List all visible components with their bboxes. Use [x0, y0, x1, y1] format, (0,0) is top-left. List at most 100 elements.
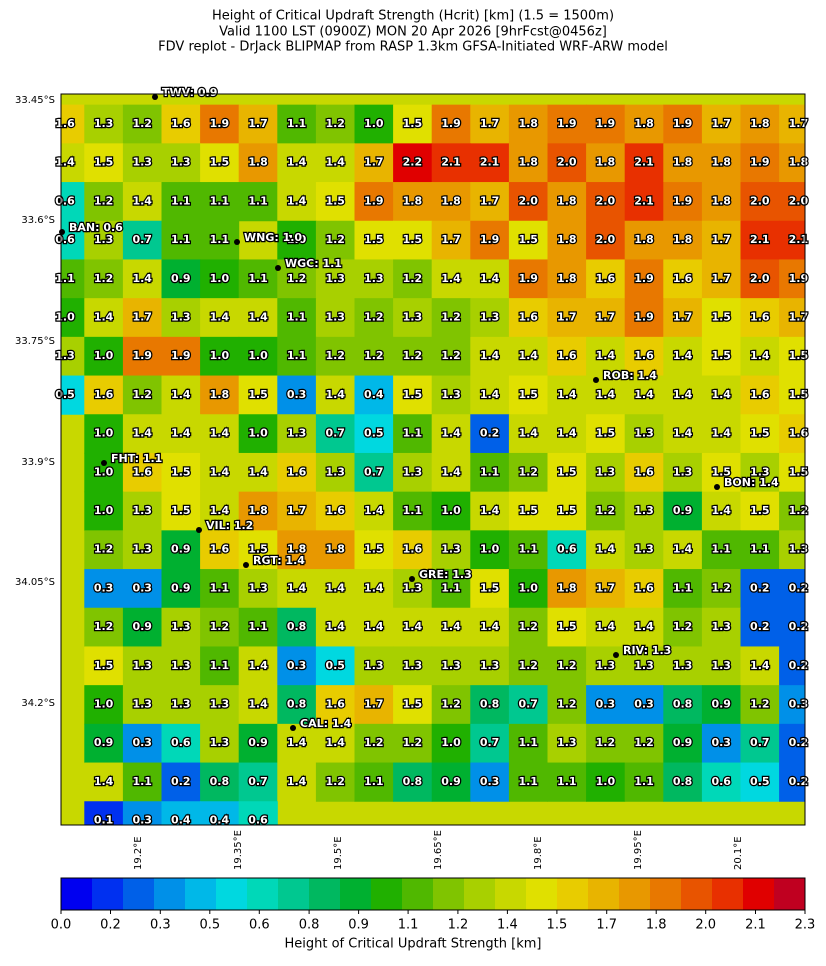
grid-cell — [84, 569, 124, 609]
grid-cell — [624, 220, 664, 260]
grid-cell — [354, 530, 394, 570]
station-label: RGT: 1.4 — [253, 554, 305, 567]
grid-value: 1.1 — [287, 117, 307, 130]
grid-cell — [315, 220, 355, 260]
grid-value: 1.3 — [94, 233, 114, 246]
lon-label: 19.95°E — [633, 830, 644, 870]
grid-value: 1.9 — [480, 233, 500, 246]
grid-cell — [238, 685, 278, 725]
grid-value: 1.4 — [673, 427, 693, 440]
grid-value: 2.0 — [518, 194, 538, 207]
grid-value: 0.9 — [171, 581, 191, 594]
grid-value: 0.9 — [711, 698, 731, 711]
grid-cell — [238, 182, 278, 222]
grid-value: 0.3 — [634, 698, 654, 711]
grid-value: 1.1 — [210, 233, 230, 246]
lat-label: 34.05°S — [15, 577, 55, 588]
station-label: BON: 1.4 — [724, 476, 779, 489]
grid-cell — [393, 104, 433, 144]
grid-value: 1.3 — [94, 117, 114, 130]
grid-cell — [701, 491, 741, 531]
grid-value: 1.7 — [364, 698, 384, 711]
colorbar-frame — [60, 877, 806, 911]
grid-value: 1.8 — [210, 388, 230, 401]
grid-value: 1.4 — [210, 465, 230, 478]
grid-cell — [84, 646, 124, 686]
grid-value: 1.6 — [557, 349, 577, 362]
grid-cell — [624, 530, 664, 570]
grid-cell — [701, 375, 741, 415]
grid-cell — [393, 259, 433, 299]
grid-value: 1.6 — [673, 272, 693, 285]
lat-label: 33.9°S — [21, 457, 55, 468]
colorbar-swatch — [278, 878, 310, 910]
grid-cell — [277, 414, 317, 454]
grid-value: 1.1 — [557, 775, 577, 788]
grid-value: 1.4 — [673, 543, 693, 556]
grid-value: 1.4 — [132, 272, 152, 285]
grid-cell — [393, 723, 433, 764]
grid-cell — [84, 220, 124, 260]
colorbar-swatch — [247, 878, 279, 910]
grid-value: 1.1 — [750, 543, 770, 556]
grid-cell — [315, 452, 355, 493]
grid-cell — [586, 104, 626, 144]
grid-value: 1.7 — [287, 504, 307, 517]
grid-value: 1.5 — [711, 311, 731, 324]
grid-value: 0.3 — [711, 736, 731, 749]
grid-cell — [315, 685, 355, 725]
grid-cell — [315, 414, 355, 454]
grid-cell — [277, 723, 317, 764]
grid-cell — [393, 530, 433, 570]
grid-value: 1.1 — [403, 427, 423, 440]
grid-value: 1.7 — [557, 311, 577, 324]
grid-cell — [84, 530, 124, 570]
colorbar-swatch — [216, 878, 248, 910]
grid-value: 1.5 — [403, 117, 423, 130]
grid-value: 1.4 — [750, 349, 770, 362]
grid-cell — [161, 182, 201, 222]
grid-value: 1.1 — [171, 194, 191, 207]
grid-value: 1.8 — [287, 543, 307, 556]
grid-value: 1.5 — [364, 233, 384, 246]
grid-value: 0.8 — [287, 620, 307, 633]
grid-cell — [122, 414, 162, 454]
grid-value: 1.8 — [441, 194, 461, 207]
grid-value: 1.1 — [55, 272, 75, 285]
grid-cell — [740, 143, 780, 183]
grid-value: 2.1 — [750, 233, 770, 246]
colorbar-swatch — [588, 878, 620, 910]
grid-value: 1.6 — [518, 311, 538, 324]
grid-value: 1.1 — [210, 194, 230, 207]
grid-value: 1.3 — [171, 620, 191, 633]
grid-value: 2.0 — [750, 272, 770, 285]
grid-cell — [779, 220, 805, 260]
grid-value: 1.4 — [634, 620, 654, 633]
grid-cell — [740, 336, 780, 377]
grid-value: 2.1 — [789, 233, 809, 246]
grid-cell — [508, 414, 548, 454]
grid-cell — [701, 336, 741, 377]
grid-cell — [586, 762, 626, 802]
grid-value: 1.3 — [634, 543, 654, 556]
grid-cell — [315, 646, 355, 686]
grid-value: 1.6 — [403, 543, 423, 556]
grid-cell — [277, 762, 317, 802]
grid-cell — [61, 298, 85, 338]
grid-cell — [624, 491, 664, 531]
grid-value: 1.8 — [711, 194, 731, 207]
grid-cell — [586, 530, 626, 570]
station-dot — [196, 527, 202, 533]
grid-value: 1.3 — [325, 465, 345, 478]
grid-cell — [238, 298, 278, 338]
grid-value: 0.3 — [132, 814, 152, 827]
station-dot — [152, 94, 158, 100]
grid-value: 1.9 — [557, 117, 577, 130]
grid-cell — [663, 375, 703, 415]
grid-cell — [508, 491, 548, 531]
grid-cell — [161, 491, 201, 531]
grid-cell — [431, 298, 471, 338]
colorbar-tick-label: 1.8 — [646, 918, 667, 933]
grid-value: 1.3 — [403, 311, 423, 324]
